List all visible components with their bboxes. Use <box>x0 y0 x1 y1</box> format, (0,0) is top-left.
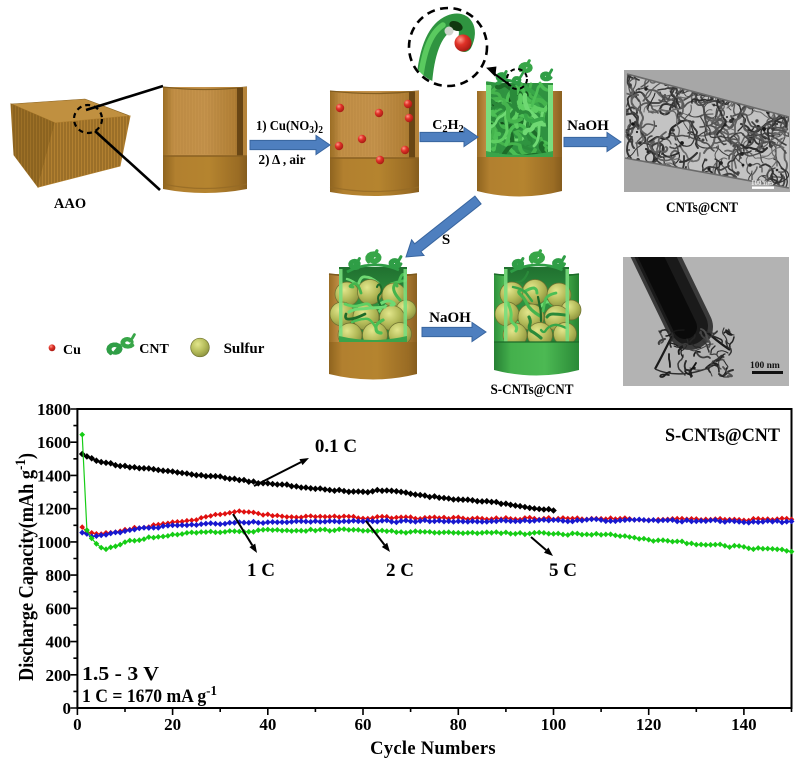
svg-text:Cycle Numbers: Cycle Numbers <box>370 739 496 759</box>
svg-text:NaOH: NaOH <box>567 118 609 134</box>
svg-text:20: 20 <box>164 715 181 734</box>
svg-text:40: 40 <box>259 715 276 734</box>
svg-text:100 nm: 100 nm <box>750 361 780 371</box>
svg-text:1 C: 1 C <box>247 560 275 581</box>
svg-text:S-CNTs@CNT: S-CNTs@CNT <box>491 382 574 398</box>
svg-text:1000: 1000 <box>37 533 71 552</box>
svg-text:Cu: Cu <box>63 343 81 358</box>
svg-text:120: 120 <box>636 715 662 734</box>
svg-text:CNT: CNT <box>139 342 169 357</box>
svg-text:C2H2: C2H2 <box>432 118 464 135</box>
svg-text:1800: 1800 <box>37 400 71 419</box>
svg-text:0.1 C: 0.1 C <box>315 436 357 457</box>
svg-text:1400: 1400 <box>37 466 71 485</box>
svg-text:1 C = 1670 mA g-1: 1 C = 1670 mA g-1 <box>82 684 217 707</box>
svg-text:0: 0 <box>63 699 72 718</box>
svg-text:5 C: 5 C <box>549 560 577 581</box>
svg-text:140: 140 <box>731 715 757 734</box>
svg-text:60: 60 <box>355 715 372 734</box>
svg-text:600: 600 <box>46 599 72 618</box>
svg-text:2 C: 2 C <box>386 560 414 581</box>
svg-text:1.5 - 3 V: 1.5 - 3 V <box>82 664 159 685</box>
svg-text:400: 400 <box>46 633 72 652</box>
svg-text:100 nm: 100 nm <box>751 179 773 187</box>
svg-text:800: 800 <box>46 566 72 585</box>
svg-text:CNTs@CNT: CNTs@CNT <box>666 200 738 216</box>
svg-text:2) Δ , air: 2) Δ , air <box>259 153 306 168</box>
svg-text:1200: 1200 <box>37 500 71 519</box>
svg-text:AAO: AAO <box>54 196 86 212</box>
svg-text:80: 80 <box>450 715 467 734</box>
svg-text:Discharge Capacity(mAh g-1): Discharge Capacity(mAh g-1) <box>13 453 38 681</box>
svg-text:100: 100 <box>541 715 567 734</box>
svg-text:NaOH: NaOH <box>429 310 471 326</box>
svg-text:200: 200 <box>46 666 72 685</box>
svg-text:1) Cu(NO3)2: 1) Cu(NO3)2 <box>256 119 323 136</box>
svg-text:S-CNTs@CNT: S-CNTs@CNT <box>665 426 781 446</box>
svg-text:S: S <box>442 232 450 248</box>
svg-text:0: 0 <box>73 715 82 734</box>
svg-text:Sulfur: Sulfur <box>224 341 265 357</box>
svg-text:1600: 1600 <box>37 433 71 452</box>
